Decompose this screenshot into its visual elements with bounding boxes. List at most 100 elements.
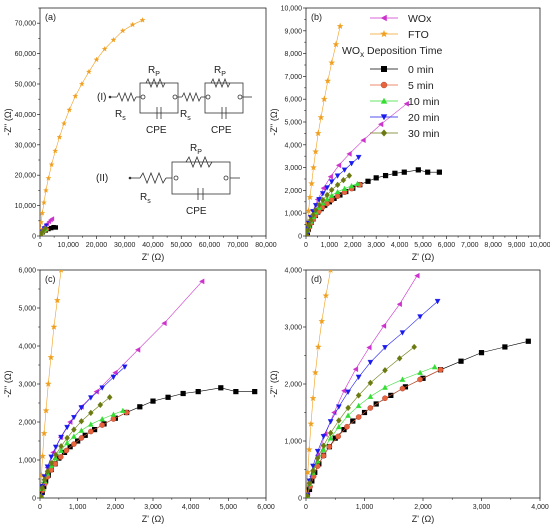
- data-point: [71, 415, 77, 421]
- data-point: [332, 40, 340, 48]
- data-point: [399, 385, 406, 392]
- circuit-one-rs-label-1: Rs: [115, 109, 126, 122]
- data-point: [367, 405, 374, 411]
- data-point: [335, 423, 342, 430]
- data-point: [360, 137, 366, 144]
- data-point: [85, 68, 92, 75]
- rp-sub: P: [155, 71, 160, 78]
- series-fto: [306, 270, 333, 496]
- data-point: [355, 402, 362, 409]
- data-point: [355, 392, 362, 399]
- x-tick-label: 10,000: [58, 242, 80, 249]
- legend-marker-10-min: [370, 97, 398, 104]
- data-point: [120, 407, 126, 413]
- data-point: [340, 176, 347, 184]
- data-point: [93, 56, 100, 63]
- y-tick-label: 2,000: [284, 188, 302, 195]
- series-wox: [306, 272, 420, 497]
- legend-symbol: [380, 29, 388, 38]
- x-tick-label: 4,000: [531, 504, 549, 511]
- data-point: [382, 395, 388, 402]
- series-wox: [306, 100, 409, 236]
- data-layer: [40, 270, 258, 498]
- circuit-one-cpe-label-2: CPE: [211, 125, 232, 136]
- data-point: [411, 343, 417, 351]
- x-tick-label: 70,000: [227, 242, 249, 249]
- data-point: [218, 385, 224, 391]
- data-point: [377, 121, 384, 128]
- y-tick-label: 70,000: [15, 21, 37, 28]
- data-point: [478, 350, 485, 356]
- data-point: [88, 409, 94, 417]
- panel-3: 0 1,000 2,000 3,000 4,000 0 1,000 2,000 3,000 4,0…: [269, 268, 549, 525]
- data-point: [365, 178, 371, 184]
- circuit-one-node: [205, 94, 211, 100]
- panel-label: (d): [311, 274, 322, 284]
- data-point: [436, 169, 442, 175]
- legend-symbol: [380, 14, 387, 22]
- data-point: [199, 278, 205, 285]
- data-point: [396, 355, 403, 362]
- y-tick-label: 3,000: [284, 165, 302, 172]
- x-tick-label: 9,000: [508, 242, 526, 249]
- rs-sub: s: [122, 115, 126, 122]
- x-tick-label: 7,000: [461, 242, 479, 249]
- data-point: [335, 404, 342, 410]
- data-point: [88, 428, 94, 435]
- x-axis-label: Z' (Ω): [142, 252, 164, 262]
- data-point: [335, 162, 342, 169]
- data-point: [161, 320, 167, 327]
- panel-label: (c): [45, 274, 56, 284]
- x-tick-label: 6,000: [438, 242, 456, 249]
- circuit-one-rc-box-1: [139, 82, 179, 114]
- data-point: [54, 296, 61, 304]
- data-point: [180, 390, 186, 397]
- data-point: [345, 404, 351, 412]
- data-point: [328, 179, 335, 185]
- rs-sub: s: [147, 198, 151, 205]
- y-tick-label: 0: [298, 496, 302, 503]
- x-tick-label: 3,000: [367, 242, 385, 249]
- legend-marker-fto: [370, 29, 398, 38]
- x-axis-label: Z' (Ω): [412, 252, 434, 262]
- circuit-two-rp-label: RP: [190, 143, 202, 156]
- circuit-one-node: [237, 94, 243, 100]
- rs-main: R: [140, 192, 147, 203]
- x-tick-label: 4,000: [391, 242, 409, 249]
- data-point: [346, 172, 353, 179]
- data-point: [352, 366, 359, 373]
- data-point: [396, 301, 402, 308]
- data-point: [334, 188, 341, 195]
- x-tick-label: 6,000: [257, 504, 275, 511]
- circuit-two-cpe-label: CPE: [186, 206, 207, 217]
- legend-marker-5-min: [370, 81, 398, 89]
- data-point: [318, 317, 326, 325]
- legend-symbol: [380, 97, 388, 104]
- data-point: [314, 448, 321, 455]
- data-point: [431, 363, 438, 370]
- data-point: [119, 27, 126, 34]
- legend-group-title-main: WO: [342, 45, 360, 57]
- rs-sub: s: [187, 115, 191, 122]
- data-point: [367, 393, 374, 399]
- data-point: [324, 200, 330, 207]
- legend-label-20min: 20 min: [408, 112, 440, 124]
- data-point: [314, 454, 321, 462]
- data-point: [78, 80, 85, 87]
- circuit-two-label: (II): [96, 173, 108, 184]
- data-point: [49, 216, 55, 222]
- data-point: [401, 169, 407, 175]
- x-tick-label: 1,000: [356, 504, 374, 511]
- data-point: [306, 231, 310, 236]
- y-tick-label: 0: [32, 234, 36, 241]
- data-point: [322, 292, 330, 299]
- y-tick-label: 2,000: [284, 382, 302, 389]
- circuit-two-node: [173, 175, 179, 181]
- data-point: [328, 186, 335, 194]
- data-point: [320, 453, 327, 459]
- x-tick-label: 1,000: [321, 242, 339, 249]
- data-point: [58, 447, 64, 453]
- circuit-one-terminal: [108, 95, 112, 99]
- data-point: [88, 421, 94, 427]
- y-tick-label: 40,000: [15, 112, 37, 119]
